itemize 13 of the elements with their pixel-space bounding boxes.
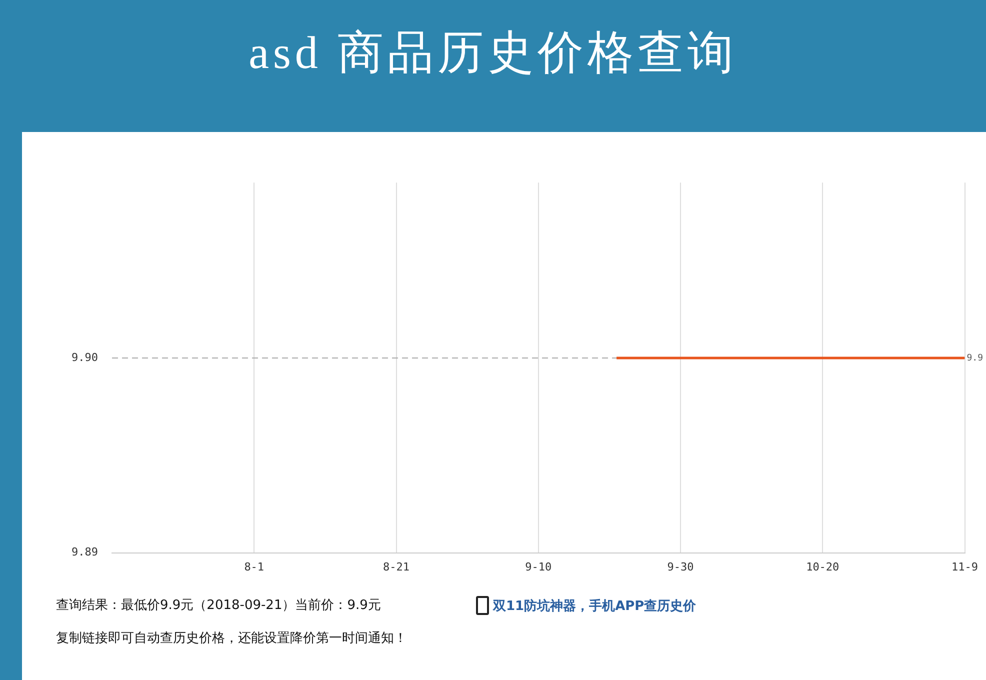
x-tick-label: 8-21 <box>383 560 410 574</box>
text: 查询结果：最低价9.9元（2018-09-21）当前价：9.9元 <box>56 597 381 614</box>
text: 复制链接即可自动查历史价格，还能设置降价第一时间通知！ <box>56 630 407 647</box>
data-label: 9.9 <box>966 353 984 364</box>
x-tick-label: 10-20 <box>806 560 840 574</box>
y-tick-label: 9.89 <box>72 546 98 559</box>
x-tick-label: 8-1 <box>244 560 264 574</box>
text: 双11防坑神器，手机APP查历史价 <box>493 598 696 614</box>
y-tick-label: 9.90 <box>72 350 98 364</box>
x-tick-label: 11-9 <box>952 560 978 574</box>
x-tick-label: 9-10 <box>525 560 552 574</box>
x-tick-label: 9-30 <box>667 560 694 574</box>
chart-title: asd 商品历史价格查询 <box>248 26 738 80</box>
